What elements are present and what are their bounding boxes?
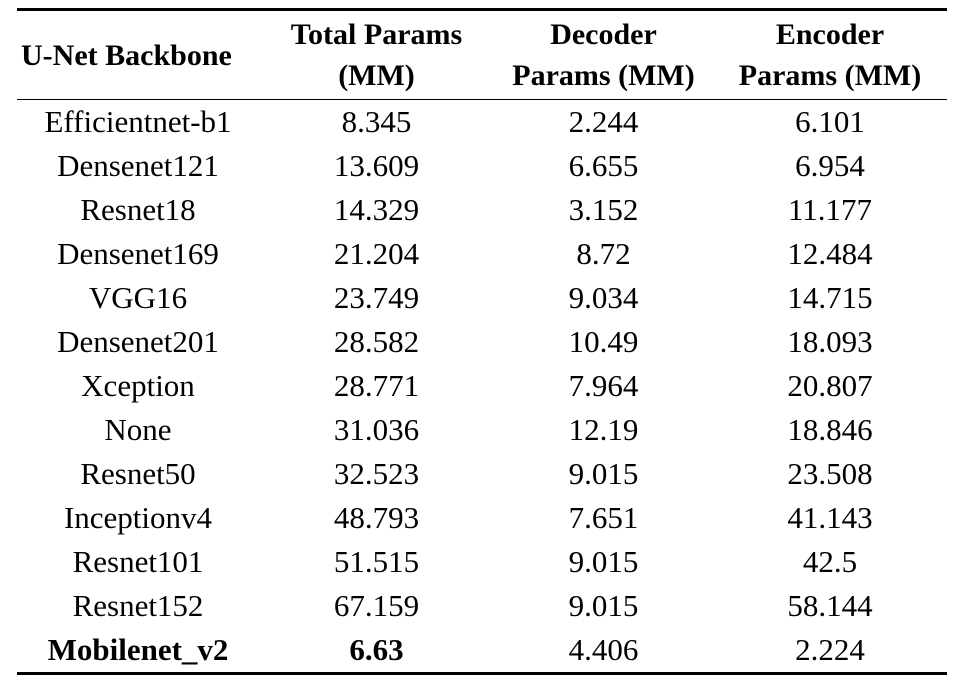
cell-decoder-params: 9.015 [568,544,639,579]
cell-encoder-params: 23.508 [787,456,873,491]
header-encoder-params: Encoder Params (MM) [713,10,947,100]
cell-total-params: 28.771 [333,368,420,403]
header-total-params: Total Params (MM) [259,10,494,100]
table-row: Resnet18 14.329 3.152 11.177 [17,188,947,232]
cell-backbone: Densenet121 [57,148,219,183]
cell-backbone: Resnet152 [72,588,204,623]
cell-total-params: 28.582 [333,324,420,359]
params-table-container: U-Net Backbone Total Params (MM) Decoder… [17,8,947,675]
cell-encoder-params: 6.954 [795,148,865,183]
table-row: Mobilenet_v2 6.63 4.406 2.224 [17,628,947,674]
cell-decoder-params: 9.034 [568,280,639,315]
cell-total-params: 8.345 [341,104,412,139]
header-total-params-line-1: Total Params [290,18,463,51]
cell-encoder-params: 18.846 [787,412,873,447]
cell-encoder-params: 18.093 [787,324,873,359]
cell-backbone: Densenet201 [57,324,219,359]
header-total-params-line-2: (MM) [338,59,415,92]
cell-encoder-params: 20.807 [787,368,873,403]
table-header: U-Net Backbone Total Params (MM) Decoder… [17,9,947,100]
cell-total-params: 51.515 [333,544,420,579]
cell-total-params: 14.329 [333,192,420,227]
cell-decoder-params: 6.655 [568,148,639,183]
cell-decoder-params: 9.015 [568,588,639,623]
table-row: Resnet50 32.523 9.015 23.508 [17,452,947,496]
header-encoder-params-line-2: Params (MM) [738,59,922,92]
cell-backbone: Inceptionv4 [63,500,213,535]
cell-decoder-params: 8.72 [576,236,631,271]
table-row: None 31.036 12.19 18.846 [17,408,947,452]
cell-decoder-params: 2.244 [568,104,639,139]
cell-total-params: 31.036 [333,412,420,447]
cell-total-params: 48.793 [333,500,420,535]
table-row: Densenet121 13.609 6.655 6.954 [17,144,947,188]
cell-encoder-params: 2.224 [795,632,865,667]
cell-backbone: VGG16 [88,280,188,315]
params-table: U-Net Backbone Total Params (MM) Decoder… [17,8,947,675]
header-row: U-Net Backbone Total Params (MM) Decoder… [17,9,947,100]
cell-total-params: 21.204 [333,236,420,271]
cell-encoder-params: 11.177 [787,192,873,227]
cell-backbone: None [104,412,172,447]
header-encoder-params-line-1: Encoder [775,18,885,51]
table-row: Inceptionv4 48.793 7.651 41.143 [17,496,947,540]
cell-encoder-params: 42.5 [802,544,858,579]
table-row: Efficientnet-b1 8.345 2.244 6.101 [17,100,947,145]
cell-encoder-params: 58.144 [787,588,873,623]
header-decoder-params-line-1: Decoder [550,18,657,51]
table-row: Xception 28.771 7.964 20.807 [17,364,947,408]
cell-decoder-params: 3.152 [568,192,639,227]
cell-decoder-params: 10.49 [568,324,639,359]
cell-decoder-params: 4.406 [568,632,639,667]
cell-backbone: Resnet50 [80,456,196,491]
cell-total-params: 6.63 [349,632,404,667]
table-row: VGG16 23.749 9.034 14.715 [17,276,947,320]
table-row: Resnet152 67.159 9.015 58.144 [17,584,947,628]
cell-backbone: Mobilenet_v2 [47,632,229,667]
cell-encoder-params: 14.715 [787,280,873,315]
cell-encoder-params: 12.484 [787,236,873,271]
cell-encoder-params: 6.101 [795,104,865,139]
cell-backbone: Densenet169 [57,236,219,271]
cell-total-params: 32.523 [333,456,420,491]
cell-total-params: 23.749 [333,280,420,315]
header-backbone: U-Net Backbone [17,10,259,100]
cell-decoder-params: 7.651 [568,500,639,535]
header-decoder-params: Decoder Params (MM) [494,10,713,100]
cell-total-params: 13.609 [333,148,420,183]
cell-decoder-params: 12.19 [568,412,639,447]
table-row: Densenet169 21.204 8.72 12.484 [17,232,947,276]
header-decoder-params-line-2: Params (MM) [512,59,695,92]
cell-backbone: Resnet101 [72,544,204,579]
cell-decoder-params: 7.964 [568,368,639,403]
cell-backbone: Resnet18 [80,192,196,227]
cell-encoder-params: 41.143 [787,500,873,535]
header-backbone-line-1: U-Net Backbone [21,38,232,72]
table-row: Densenet201 28.582 10.49 18.093 [17,320,947,364]
cell-backbone: Xception [81,368,195,403]
cell-decoder-params: 9.015 [568,456,639,491]
cell-backbone: Efficientnet-b1 [44,104,232,139]
table-body: Efficientnet-b1 8.345 2.244 6.101 Densenet12… [17,100,947,674]
table-row: Resnet101 51.515 9.015 42.5 [17,540,947,584]
cell-total-params: 67.159 [333,588,420,623]
